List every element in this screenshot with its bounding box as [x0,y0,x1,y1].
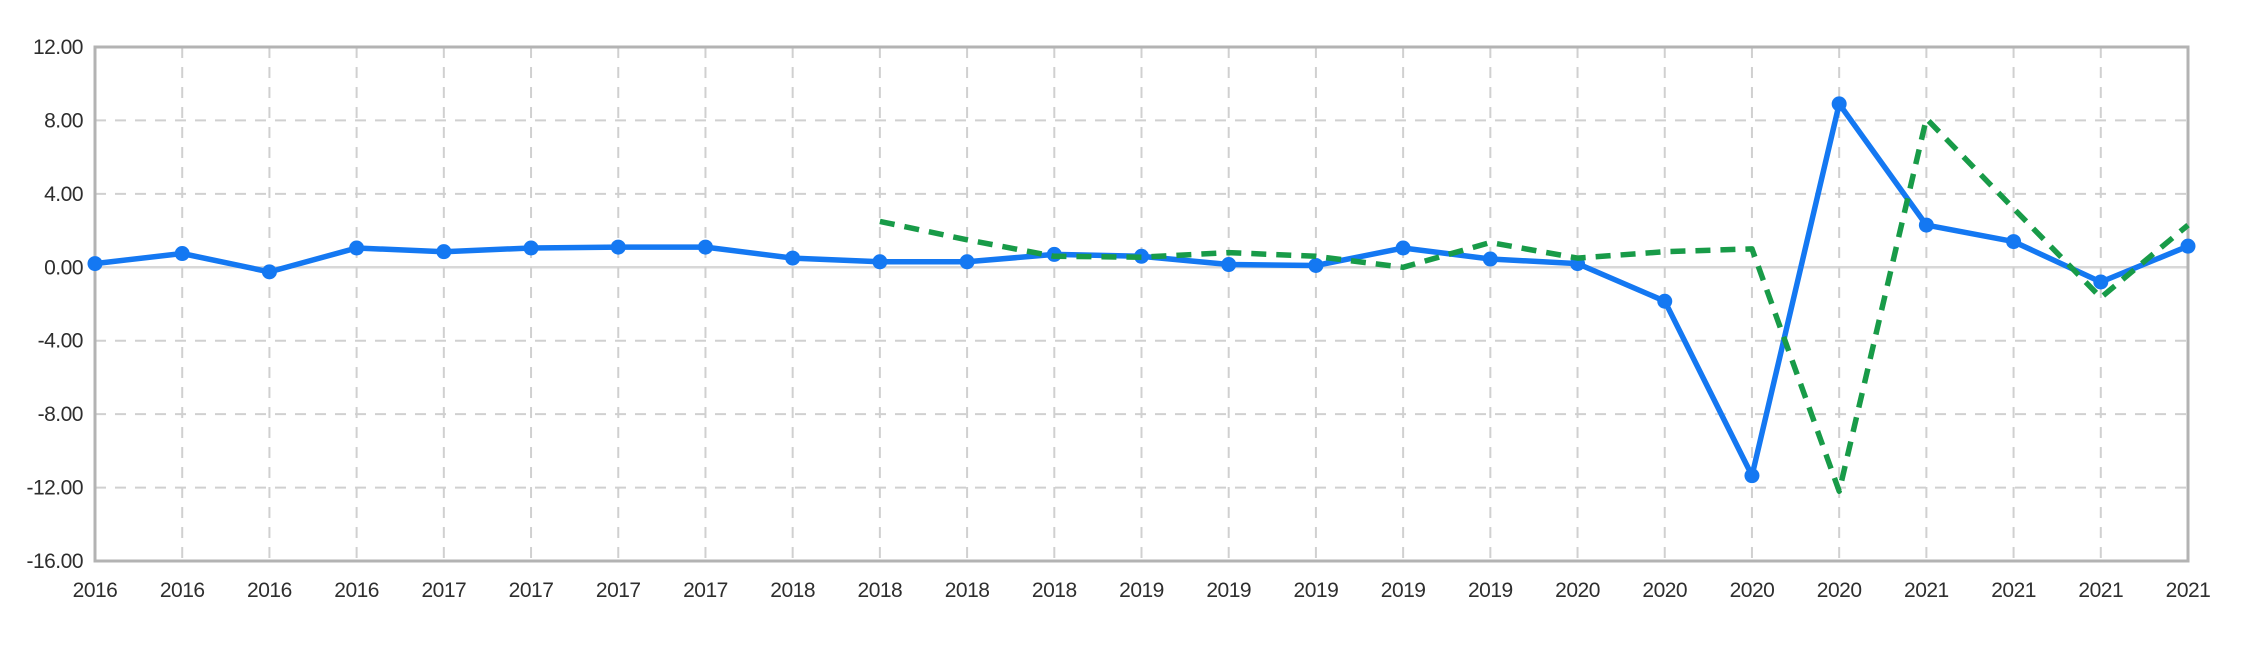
x-tick-label: 2019 [1119,579,1164,602]
x-tick-label: 2018 [1032,579,1077,602]
y-tick-label: 12.00 [33,36,83,59]
data-point-marker [2180,238,2196,254]
data-point-marker [87,256,103,272]
x-tick-label: 2019 [1206,579,1251,602]
vertical-grid-lines [181,47,2102,561]
data-point-marker [261,264,277,280]
y-tick-label: -12.00 [26,477,83,500]
x-tick-label: 2018 [858,579,903,602]
data-point-marker [610,239,626,255]
data-point-marker [872,254,888,270]
x-tick-label: 2017 [421,579,466,602]
y-tick-label: 4.00 [44,183,83,206]
series-green-dashed-line [879,115,2190,494]
x-tick-label: 2019 [1381,579,1426,602]
data-point-marker [1918,217,1934,233]
data-point-marker [1395,240,1411,256]
x-tick-label: 2016 [247,579,292,602]
data-point-marker [785,250,801,266]
x-tick-label: 2020 [1555,579,1600,602]
x-tick-label: 2016 [160,579,205,602]
data-point-marker [697,239,713,255]
data-point-marker [1134,248,1149,264]
x-tick-label: 2018 [945,579,990,602]
data-point-marker [1831,96,1847,112]
data-point-marker [2093,274,2109,290]
y-tick-label: -16.00 [26,550,83,573]
x-tick-label: 2019 [1294,579,1339,602]
x-tick-label: 2016 [334,579,379,602]
data-point-marker [1744,468,1760,484]
data-point-marker [1657,293,1673,309]
data-point-marker [1482,251,1498,267]
x-tick-label: 2021 [2078,579,2123,602]
data-point-marker [959,254,975,270]
x-tick-label: 2021 [1904,579,1949,602]
data-point-marker [1308,257,1324,273]
x-tick-label: 2021 [1991,579,2036,602]
data-point-marker [349,240,365,256]
x-axis-labels: 2016 2016 2016 2016 2017 2017 2017 2017 2018 2018… [73,579,2211,602]
series-blue-solid-markers-markers [87,96,2196,484]
y-tick-label: 0.00 [44,256,83,279]
x-tick-label: 2020 [1642,579,1687,602]
x-tick-label: 2019 [1468,579,1513,602]
y-tick-label: -4.00 [38,330,83,353]
x-tick-label: 2017 [596,579,641,602]
x-tick-label: 2020 [1730,579,1775,602]
data-point-marker [436,244,452,260]
data-point-marker [2006,234,2022,250]
x-tick-label: 2017 [509,579,554,602]
data-point-marker [174,246,190,262]
x-tick-label: 2017 [683,579,728,602]
y-tick-label: 8.00 [44,109,83,132]
data-point-marker [523,240,539,256]
y-axis-labels: 12.00 8.00 4.00 0.00 -4.00 -8.00 -12.00 -16.00 [26,36,83,573]
x-tick-label: 2020 [1817,579,1862,602]
x-tick-label: 2018 [770,579,815,602]
data-point-marker [1221,257,1237,273]
y-tick-label: -8.00 [38,403,83,426]
plot-border [93,45,2190,563]
x-tick-label: 2021 [2166,579,2211,602]
x-tick-label: 2016 [73,579,118,602]
